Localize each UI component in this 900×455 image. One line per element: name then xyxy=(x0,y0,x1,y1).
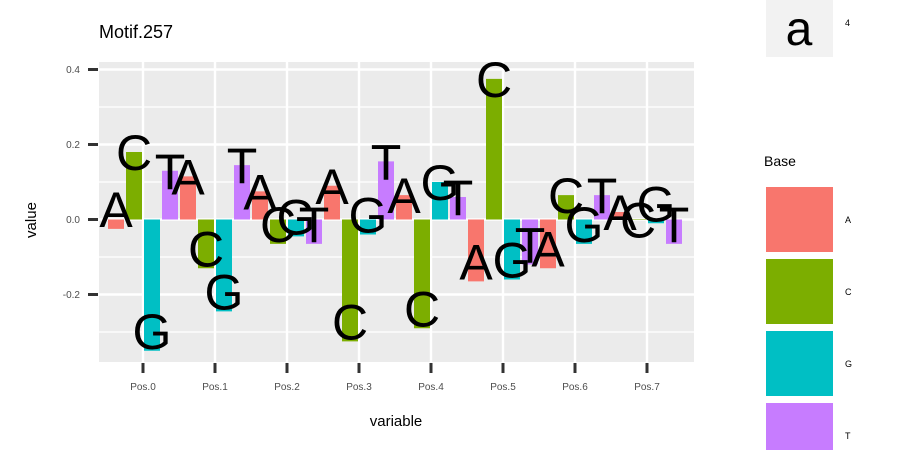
legend-key-T xyxy=(766,403,833,455)
x-tick-label: Pos.3 xyxy=(346,382,372,393)
grid-layer xyxy=(99,62,694,362)
bar-A-Pos.6 xyxy=(540,219,556,269)
bar-G-Pos.3 xyxy=(360,219,376,235)
base-letter-G-Pos.7: G xyxy=(637,176,676,232)
y-tick-label: 0.4 xyxy=(66,65,80,76)
base-letter-C-Pos.5: C xyxy=(476,52,512,108)
size-legend-value-label: 4 xyxy=(845,18,850,28)
base-letter-C-Pos.4: C xyxy=(404,281,440,337)
base-letter-C-Pos.3: C xyxy=(332,294,368,350)
base-letter-C-Pos.6: C xyxy=(548,168,584,224)
base-letter-A-Pos.4: A xyxy=(387,168,421,224)
bar-C-Pos.4 xyxy=(414,219,430,329)
y-tick-label: 0.0 xyxy=(66,215,80,226)
bar-A-Pos.7 xyxy=(612,212,628,220)
base-letter-A-Pos.5: A xyxy=(459,234,493,290)
legend-label-G: G xyxy=(845,359,852,369)
bar-G-Pos.6 xyxy=(576,219,592,244)
chart-title: Motif.257 xyxy=(99,22,173,42)
base-letter-T-Pos.7: T xyxy=(659,197,690,253)
base-letter-T-Pos.0: T xyxy=(155,144,186,200)
base-letter-A-Pos.6: A xyxy=(531,221,565,277)
x-tick-label: Pos.2 xyxy=(274,382,300,393)
base-letter-T-Pos.5: T xyxy=(515,218,546,274)
base-letter-C-Pos.7: C xyxy=(620,193,656,249)
bar-T-Pos.0 xyxy=(162,170,178,220)
base-letter-A-Pos.1: A xyxy=(171,149,205,205)
base-letter-G-Pos.0: G xyxy=(133,304,172,360)
bar-G-Pos.5 xyxy=(504,219,520,280)
base-letter-G-Pos.3: G xyxy=(349,188,388,244)
bar-T-Pos.1 xyxy=(234,165,250,220)
bar-G-Pos.4 xyxy=(432,182,448,220)
legend-key-G xyxy=(766,331,833,396)
base-letter-T-Pos.4: T xyxy=(443,170,474,226)
bar-G-Pos.0 xyxy=(144,219,160,351)
base-letter-A-Pos.7: A xyxy=(603,185,637,241)
bar-A-Pos.3 xyxy=(324,185,340,220)
base-letter-G-Pos.6: G xyxy=(565,197,604,253)
base-letter-T-Pos.1: T xyxy=(227,138,258,194)
x-tick-label: Pos.6 xyxy=(562,382,588,393)
base-letter-C-Pos.1: C xyxy=(188,221,224,277)
legend-label-C: C xyxy=(845,287,852,297)
x-tick-label: Pos.1 xyxy=(202,382,228,393)
bar-C-Pos.7 xyxy=(630,219,646,220)
bar-T-Pos.4 xyxy=(450,197,466,220)
x-tick-label: Pos.4 xyxy=(418,382,444,393)
bar-G-Pos.2 xyxy=(288,219,304,237)
base-letter-A-Pos.0: A xyxy=(99,182,133,238)
bar-C-Pos.0 xyxy=(126,152,142,220)
bar-T-Pos.2 xyxy=(306,219,322,244)
bar-C-Pos.1 xyxy=(198,219,214,269)
x-tick-label: Pos.5 xyxy=(490,382,516,393)
bar-A-Pos.2 xyxy=(252,191,268,220)
bar-T-Pos.5 xyxy=(522,219,538,265)
x-tick-label: Pos.0 xyxy=(130,382,156,393)
y-tick-label: 0.2 xyxy=(66,140,80,151)
base-letter-G-Pos.4: G xyxy=(421,155,460,211)
bar-T-Pos.6 xyxy=(594,195,610,220)
legend-label-A: A xyxy=(845,215,851,225)
y-tick-label: -0.2 xyxy=(63,290,81,301)
bar-G-Pos.1 xyxy=(216,219,232,312)
legend-key-C xyxy=(766,259,833,324)
base-letter-A-Pos.2: A xyxy=(243,164,277,220)
bar-C-Pos.3 xyxy=(342,219,358,342)
bar-G-Pos.7 xyxy=(648,219,664,224)
base-letter-G-Pos.1: G xyxy=(205,264,244,320)
bar-A-Pos.5 xyxy=(468,219,484,282)
axes-layer: -0.2 0.0 0.2 0.4 Pos.0 Pos.1 Pos.2 Pos.3 Pos.4 Po… xyxy=(63,65,660,393)
size-legend-key-box xyxy=(766,0,833,57)
base-letter-G-Pos.5: G xyxy=(493,233,532,289)
x-tick-label: Pos.7 xyxy=(634,382,660,393)
y-axis-title: value xyxy=(23,202,40,238)
legend-key-A xyxy=(766,187,833,252)
base-letter-T-Pos.6: T xyxy=(587,168,618,224)
legend-title: Base xyxy=(764,153,796,169)
base-letter-T-Pos.3: T xyxy=(371,134,402,190)
base-letter-C-Pos.2: C xyxy=(260,197,296,253)
base-letter-G-Pos.2: G xyxy=(277,189,316,245)
base-letter-T-Pos.2: T xyxy=(299,197,330,253)
bar-A-Pos.4 xyxy=(396,195,412,220)
base-letter-A-Pos.3: A xyxy=(315,159,349,215)
bar-C-Pos.2 xyxy=(270,219,286,244)
bar-C-Pos.5 xyxy=(486,78,502,220)
bar-A-Pos.1 xyxy=(180,176,196,220)
bar-A-Pos.0 xyxy=(108,219,124,229)
size-legend-key-glyph: a xyxy=(786,3,813,56)
base-letter-C-Pos.0: C xyxy=(116,125,152,181)
bar-T-Pos.3 xyxy=(378,161,394,220)
bars-layer xyxy=(108,78,682,351)
legend-label-T: T xyxy=(845,431,851,441)
x-axis-title: variable xyxy=(370,413,423,430)
bar-C-Pos.6 xyxy=(558,195,574,220)
bar-T-Pos.7 xyxy=(666,219,682,244)
legend-layer: A C G T xyxy=(766,187,852,455)
